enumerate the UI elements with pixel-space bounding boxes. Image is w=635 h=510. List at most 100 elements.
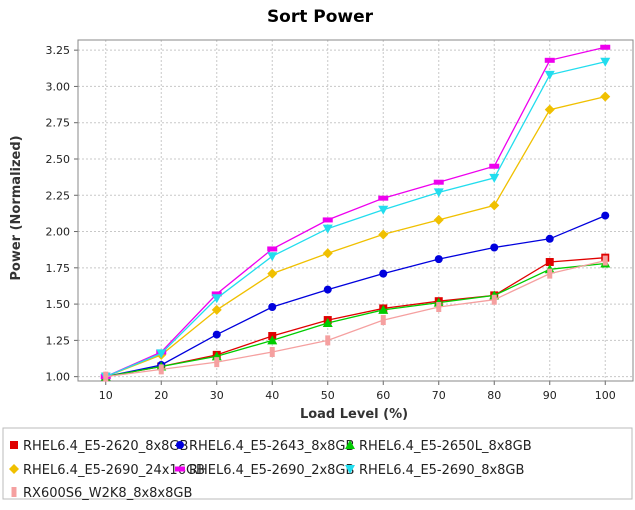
data-point xyxy=(489,200,500,211)
x-tick-label: 90 xyxy=(543,389,557,402)
x-tick-label: 100 xyxy=(595,389,616,402)
legend-item: RX600S6_W2K8_8x8x8GB xyxy=(11,486,192,501)
series-line xyxy=(105,259,606,378)
x-tick-label: 80 xyxy=(487,389,501,402)
plot-area-frame xyxy=(77,39,634,382)
legend-swatch xyxy=(11,487,17,497)
data-point xyxy=(433,179,444,185)
data-point xyxy=(544,104,555,115)
legend-label: RHEL6.4_E5-2690_8x8GB xyxy=(359,463,524,478)
series-2 xyxy=(101,211,610,381)
data-point xyxy=(214,357,220,368)
axes: 1.00 1.25 1.50 1.75 2.00 2.25 2.50 2.75 3.00 3.25… xyxy=(46,39,634,402)
legend-label: RX600S6_W2K8_8x8x8GB xyxy=(23,486,192,501)
data-point xyxy=(267,335,278,345)
series-line xyxy=(105,262,606,378)
series-line xyxy=(105,95,606,378)
data-point xyxy=(267,246,278,252)
data-point xyxy=(322,317,333,327)
data-point xyxy=(491,294,497,305)
data-point xyxy=(211,294,222,304)
y-tick-label: 1.00 xyxy=(46,371,71,384)
data-point xyxy=(378,195,389,201)
legend-item: RHEL6.4_E5-2620_8x8GB xyxy=(10,439,188,454)
data-point xyxy=(322,224,333,234)
legend-item: RHEL6.4_E5-2643_8x8GB xyxy=(176,439,354,454)
legend-box xyxy=(2,427,633,500)
x-tick-label: 20 xyxy=(154,389,168,402)
y-tick-label: 1.50 xyxy=(46,298,71,311)
data-point xyxy=(547,268,553,279)
x-tick-label: 60 xyxy=(376,389,390,402)
x-tick-label: 50 xyxy=(321,389,335,402)
y-axis-label: Power (Normalized) xyxy=(9,135,24,280)
x-tick-label: 10 xyxy=(99,389,113,402)
y-tick-label: 2.00 xyxy=(46,226,71,239)
legend-swatch xyxy=(345,465,355,474)
data-point xyxy=(211,291,222,297)
chart-title: Sort Power xyxy=(267,7,374,27)
legend-label: RHEL6.4_E5-2690_24x16GB xyxy=(23,463,205,478)
data-point xyxy=(489,173,500,183)
data-point xyxy=(378,229,389,240)
legend-swatch xyxy=(176,441,184,449)
legend-label: RHEL6.4_E5-2643_8x8GB xyxy=(189,439,354,454)
legend-item: RHEL6.4_E5-2690_2x8GB xyxy=(175,463,354,478)
y-tick-label: 2.50 xyxy=(46,153,71,166)
data-point xyxy=(267,252,278,262)
series-6 xyxy=(100,57,611,382)
y-tick-label: 1.75 xyxy=(46,262,71,275)
legend-label: RHEL6.4_E5-2650L_8x8GB xyxy=(359,439,532,454)
data-point xyxy=(600,91,611,102)
data-point xyxy=(600,44,611,50)
legend-label: RHEL6.4_E5-2620_8x8GB xyxy=(23,439,188,454)
series-line xyxy=(105,46,606,378)
series-line xyxy=(105,61,606,378)
data-point xyxy=(267,268,278,279)
data-point xyxy=(322,248,333,259)
data-point xyxy=(544,70,555,80)
series-3 xyxy=(100,258,611,381)
data-point xyxy=(544,57,555,63)
data-point xyxy=(436,301,442,312)
data-point xyxy=(379,269,388,278)
series-layer xyxy=(100,44,611,382)
data-point xyxy=(433,214,444,225)
data-point xyxy=(601,211,610,220)
legend-swatch xyxy=(10,441,18,449)
y-tick-label: 3.00 xyxy=(46,80,71,93)
x-tick-label: 40 xyxy=(265,389,279,402)
series-4 xyxy=(100,91,611,382)
series-1 xyxy=(101,253,610,381)
data-point xyxy=(325,335,331,346)
legend: RHEL6.4_E5-2620_8x8GB RHEL6.4_E5-2643_8x8… xyxy=(2,427,633,501)
data-point xyxy=(268,302,277,311)
series-line xyxy=(105,257,606,378)
data-point xyxy=(545,258,554,267)
legend-item: RHEL6.4_E5-2650L_8x8GB xyxy=(345,439,532,454)
series-line xyxy=(105,215,606,378)
legend-swatch xyxy=(175,466,185,472)
data-point xyxy=(158,364,164,375)
y-tick-label: 2.25 xyxy=(46,189,71,202)
legend-item: RHEL6.4_E5-2690_24x16GB xyxy=(9,463,205,478)
data-point xyxy=(490,243,499,252)
data-point xyxy=(103,371,109,382)
legend-swatch xyxy=(9,464,19,474)
data-point xyxy=(269,346,275,357)
y-tick-label: 3.25 xyxy=(46,44,71,57)
series-7 xyxy=(103,255,608,382)
data-point xyxy=(602,255,608,266)
data-point xyxy=(212,330,221,339)
legend-swatch xyxy=(345,440,355,449)
data-point xyxy=(433,188,444,198)
legend-item: RHEL6.4_E5-2690_8x8GB xyxy=(345,463,524,478)
data-point xyxy=(489,163,500,169)
data-point xyxy=(434,255,443,264)
x-axis-label: Load Level (%) xyxy=(300,407,408,422)
data-point xyxy=(545,234,554,243)
data-point xyxy=(211,304,222,315)
data-point xyxy=(378,205,389,215)
